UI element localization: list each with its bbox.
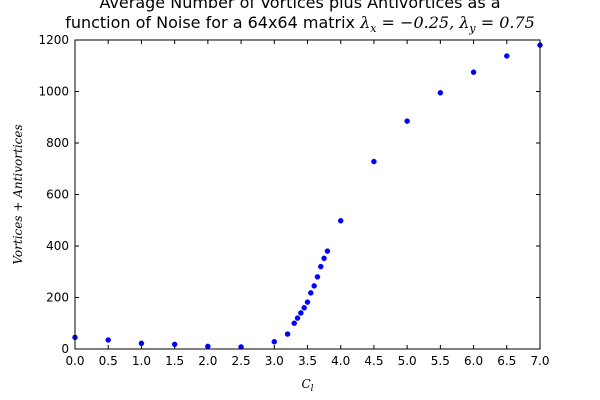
data-point xyxy=(314,274,321,280)
data-point xyxy=(304,299,311,305)
x-tick-label: 3.0 xyxy=(265,354,284,368)
data-point xyxy=(291,320,297,326)
x-tick-label: 4.5 xyxy=(364,354,383,368)
data-point xyxy=(404,118,410,124)
x-tick-label: 5.5 xyxy=(431,354,450,368)
chart-title-line2-text: function of Noise for a 64x64 matrix xyxy=(65,13,361,32)
data-point xyxy=(294,315,301,321)
x-tick-label: 3.5 xyxy=(298,354,317,368)
data-point xyxy=(284,331,291,337)
data-point xyxy=(205,343,211,350)
x-tick-label: 2.5 xyxy=(232,354,251,368)
data-point xyxy=(371,158,377,165)
x-tick-label: 1.0 xyxy=(132,354,151,368)
x-tick-label: 7.0 xyxy=(530,354,549,368)
data-points xyxy=(72,42,543,350)
y-tick-label: 1000 xyxy=(38,85,69,99)
data-point xyxy=(311,283,317,289)
x-tick-label: 1.5 xyxy=(165,354,184,368)
plot-frame xyxy=(74,39,541,350)
x-tick-label: 2.0 xyxy=(198,354,217,368)
x-tick-label: 5.0 xyxy=(398,354,417,368)
y-tick-label: 200 xyxy=(46,291,69,305)
chart-title-lambda-params: λx = −0.25, λy = 0.75 xyxy=(360,13,535,36)
data-point xyxy=(324,248,331,254)
y-tick-label: 400 xyxy=(46,239,69,253)
y-axis-label: Vortices + Antivortices xyxy=(11,124,25,264)
data-point xyxy=(298,310,304,316)
data-point xyxy=(504,53,510,59)
x-tick-label: 4.0 xyxy=(331,354,350,368)
data-point xyxy=(470,69,477,75)
data-point xyxy=(271,339,278,345)
data-point xyxy=(308,290,314,296)
x-axis-label-text: Cl xyxy=(301,377,313,394)
chart-title-line2: function of Noise for a 64x64 matrix λx … xyxy=(0,13,600,35)
y-tick-label: 800 xyxy=(46,136,69,150)
data-point xyxy=(318,263,324,270)
y-axis-label-text: Vortices + Antivortices xyxy=(11,124,25,264)
x-tick-label: 0.5 xyxy=(99,354,118,368)
data-point xyxy=(105,337,111,343)
chart-title-line1: Average Number of Vortices plus Antivort… xyxy=(99,0,501,12)
x-tick-label: 6.5 xyxy=(497,354,516,368)
axis-ticks: 0.0 0.5 1.0 1.5 2.0 2.5 3.0 3.5 4.0 4.5 5.0 5.5 6.0 6… xyxy=(38,33,549,368)
y-tick-label: 1200 xyxy=(38,33,69,47)
y-tick-label: 600 xyxy=(46,188,69,202)
data-point xyxy=(171,341,178,348)
data-point xyxy=(321,255,327,262)
x-tick-label: 0.0 xyxy=(65,354,84,368)
plot-area xyxy=(75,40,540,349)
y-tick-label: 0 xyxy=(61,342,69,356)
data-point xyxy=(138,340,145,347)
data-point xyxy=(301,305,307,311)
x-axis-label: Cl xyxy=(301,377,313,394)
x-tick-label: 6.0 xyxy=(464,354,483,368)
data-point xyxy=(437,90,444,96)
data-point xyxy=(337,218,344,224)
